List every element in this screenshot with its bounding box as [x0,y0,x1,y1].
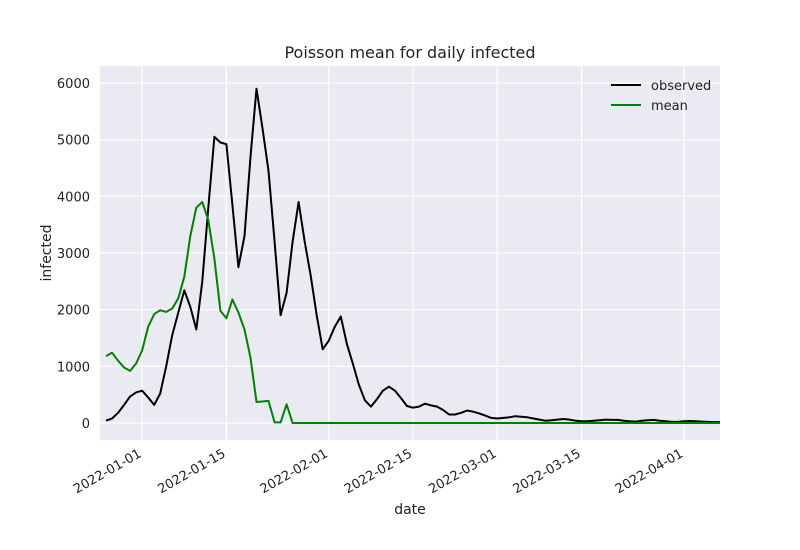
y-tick-label: 6000 [57,77,90,92]
x-tick-label: 2022-01-15 [155,446,228,497]
series-line-observed [105,87,720,424]
y-tick-label: 2000 [57,304,90,319]
y-tick-label: 0 [82,417,90,432]
y-tick-label: 1000 [57,360,90,375]
series-layer [105,87,720,424]
y-axis-ticks: 0 1000 2000 3000 4000 5000 6000 [57,77,90,432]
x-tick-label: 2022-03-01 [426,446,499,497]
y-axis-label: infected [39,225,55,282]
x-axis-ticks: 2022-01-01 2022-01-15 2022-02-01 2022-02-15… [71,446,686,497]
legend: observed mean [611,79,711,114]
chart-title: Poisson mean for daily infected [284,43,535,62]
grid-lines [100,66,720,440]
y-tick-label: 4000 [57,190,90,205]
x-tick-label: 2022-04-01 [613,446,686,497]
x-tick-label: 2022-01-01 [71,446,144,497]
legend-label-mean: mean [651,99,688,114]
x-axis-label: date [394,502,426,518]
series-line-mean [105,201,720,424]
legend-label-observed: observed [651,79,711,94]
x-tick-label: 2022-03-15 [511,446,584,497]
x-tick-label: 2022-02-01 [258,446,331,497]
y-tick-label: 5000 [57,134,90,149]
x-tick-label: 2022-02-15 [342,446,415,497]
y-tick-label: 3000 [57,247,90,262]
